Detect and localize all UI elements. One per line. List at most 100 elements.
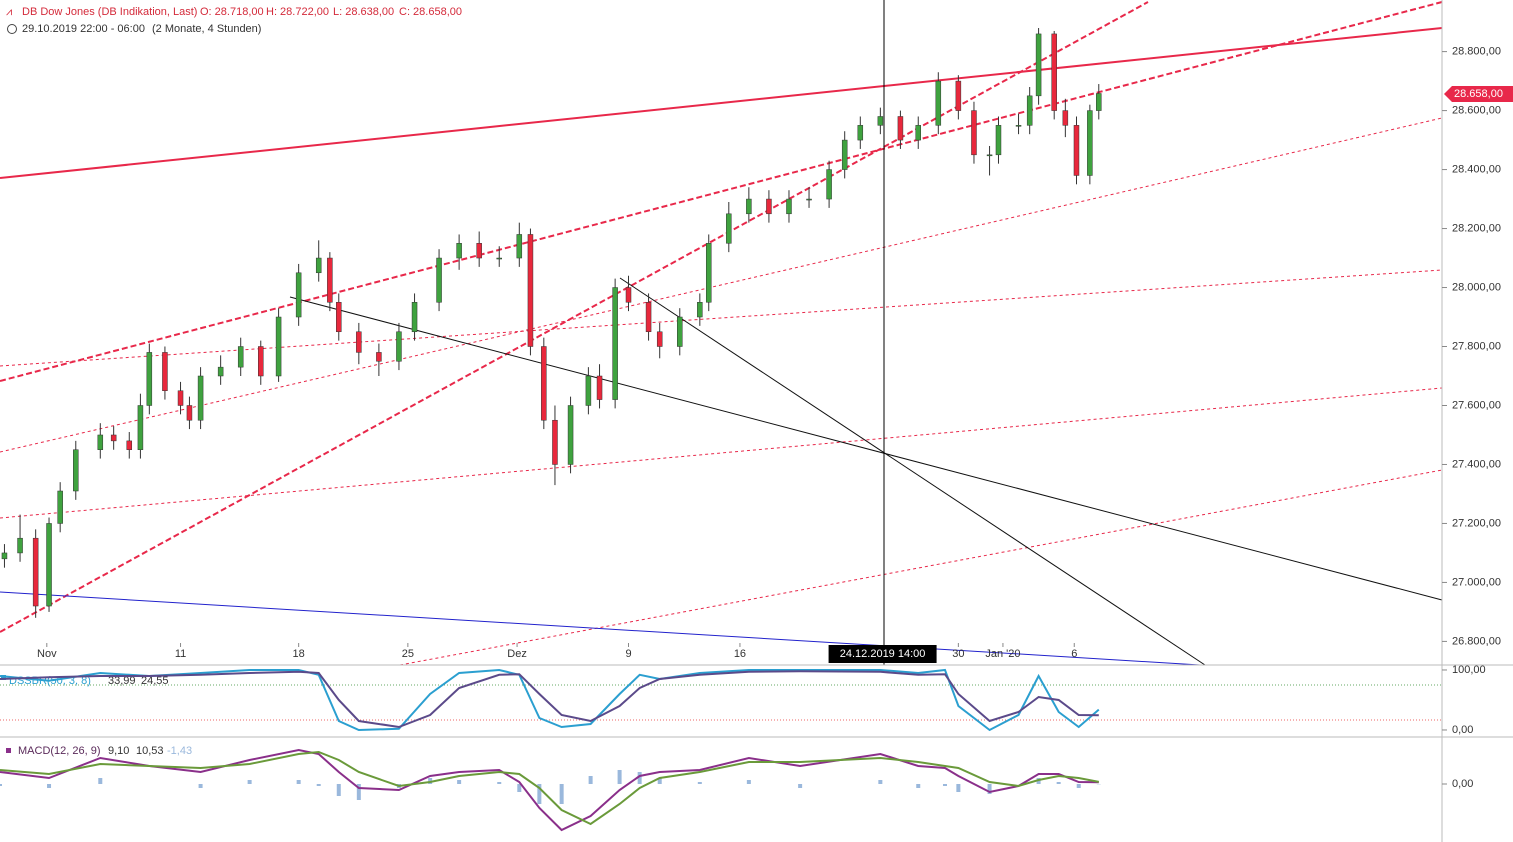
candle-body bbox=[295, 272, 302, 318]
candle-body bbox=[1026, 95, 1033, 126]
y-tick-label: 27.200,00 bbox=[1452, 517, 1501, 529]
candle-body bbox=[1051, 33, 1057, 111]
candle-body bbox=[915, 125, 921, 141]
candle-body bbox=[376, 352, 382, 362]
candle-body bbox=[197, 375, 204, 421]
candle-body bbox=[476, 243, 482, 259]
candle-body bbox=[186, 405, 193, 421]
trend-line bbox=[0, 117, 1443, 453]
candle-body bbox=[126, 440, 133, 450]
title: DB Dow Jones (DB Indikation, Last) bbox=[22, 6, 197, 18]
candle-body bbox=[46, 523, 52, 607]
candle-body bbox=[356, 331, 362, 353]
candle-body bbox=[146, 352, 153, 406]
candle-body bbox=[177, 390, 184, 406]
candle-body bbox=[826, 169, 832, 200]
candle-body bbox=[552, 419, 558, 465]
candle-body bbox=[1062, 110, 1069, 126]
histogram-bar bbox=[336, 784, 341, 796]
histogram-bar bbox=[798, 784, 803, 788]
candle-body bbox=[396, 331, 402, 362]
histogram-bar bbox=[356, 784, 361, 800]
ohlc: L: 28.638,00 bbox=[333, 6, 394, 18]
candle-body bbox=[971, 110, 977, 156]
candle-body bbox=[1015, 125, 1022, 127]
candle-body bbox=[955, 80, 962, 111]
legend-value: 33,99 bbox=[108, 675, 136, 687]
legend-value: -1,43 bbox=[167, 745, 192, 757]
candle-body bbox=[32, 537, 39, 607]
histogram-bar bbox=[1076, 784, 1081, 788]
ohlc: O: 28.718,00 bbox=[200, 6, 264, 18]
candle-body bbox=[645, 302, 652, 333]
candle-body bbox=[411, 302, 418, 333]
trend-line bbox=[0, 591, 1201, 666]
histogram-bar bbox=[517, 784, 522, 792]
price-tag-bg bbox=[1444, 86, 1513, 102]
histogram-bar bbox=[956, 784, 961, 792]
legend-value: 10,53 bbox=[136, 745, 164, 757]
y-tick-label: 27.800,00 bbox=[1452, 340, 1501, 352]
candle-body bbox=[336, 302, 342, 333]
candle-body bbox=[677, 316, 683, 347]
candle-body bbox=[1096, 93, 1102, 111]
legend-value: 24,55 bbox=[141, 675, 169, 687]
candle-body bbox=[315, 257, 322, 274]
trend-line bbox=[0, 27, 1443, 179]
histogram-bar bbox=[497, 782, 502, 784]
subtitle: 29.10.2019 22:00 - 06:00 bbox=[22, 23, 145, 35]
y-tick-label: 28.600,00 bbox=[1452, 104, 1501, 116]
x-tick-label: 25 bbox=[402, 648, 414, 660]
x-tick-label: 30 bbox=[952, 648, 964, 660]
x-tick-label: Nov bbox=[37, 648, 57, 660]
trend-line bbox=[399, 469, 1443, 666]
candle-body bbox=[897, 116, 904, 141]
y-tick-label: 26.800,00 bbox=[1452, 635, 1501, 647]
candle-body bbox=[541, 346, 547, 421]
ohlc: H: 28.722,00 bbox=[266, 6, 329, 18]
trend-line bbox=[0, 387, 1443, 519]
candle-body bbox=[841, 139, 848, 170]
histogram-bar bbox=[916, 784, 921, 788]
y-tick-label: 28.000,00 bbox=[1452, 281, 1501, 293]
icon: ⩘ bbox=[6, 6, 12, 18]
histogram-bar bbox=[987, 784, 992, 794]
trend-line bbox=[619, 277, 1206, 666]
candle-body bbox=[162, 352, 168, 391]
candle-body bbox=[612, 287, 618, 400]
histogram-bar bbox=[47, 784, 52, 788]
candle-body bbox=[656, 331, 663, 347]
candle-body bbox=[585, 375, 592, 406]
histogram-bar bbox=[878, 780, 883, 784]
candle-body bbox=[137, 405, 144, 450]
candle-body bbox=[1, 552, 8, 560]
candle-body bbox=[516, 234, 523, 259]
x-tick-label: 6 bbox=[1071, 648, 1077, 660]
candle-body bbox=[697, 302, 703, 318]
indicator-line bbox=[0, 748, 1099, 832]
legend-label: MACD(12, 26, 9) bbox=[18, 745, 101, 757]
y-tick-label: 27.600,00 bbox=[1452, 399, 1501, 411]
x-tick-label: 9 bbox=[625, 648, 631, 660]
x-tick-label: 18 bbox=[293, 648, 305, 660]
histogram-bar bbox=[296, 780, 301, 784]
histogram-bar bbox=[247, 780, 252, 784]
legend-icon bbox=[6, 748, 11, 753]
candle-body bbox=[527, 234, 534, 347]
trend-line bbox=[289, 296, 1443, 601]
candle-body bbox=[436, 257, 442, 303]
candle-body bbox=[726, 213, 732, 244]
candle-body bbox=[275, 316, 282, 377]
candle-body bbox=[857, 125, 864, 141]
y-tick-label: 0,00 bbox=[1452, 724, 1473, 736]
candle-body bbox=[625, 287, 632, 303]
y-tick-label: 28.400,00 bbox=[1452, 163, 1501, 175]
candle-body bbox=[327, 257, 333, 303]
histogram-bar bbox=[559, 784, 564, 804]
x-tick-label: Dez bbox=[507, 648, 527, 660]
candle-body bbox=[1035, 33, 1042, 97]
ohlc: C: 28.658,00 bbox=[399, 6, 462, 18]
histogram-bar bbox=[537, 784, 542, 804]
x-tick-label: 11 bbox=[175, 648, 186, 660]
